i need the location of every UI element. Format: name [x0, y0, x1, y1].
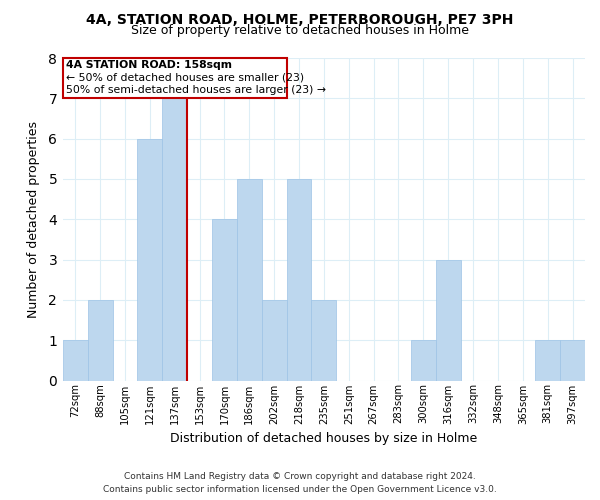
Text: 50% of semi-detached houses are larger (23) →: 50% of semi-detached houses are larger (… [67, 86, 326, 96]
Bar [411, 340, 436, 380]
Bar [137, 138, 162, 380]
Y-axis label: Number of detached properties: Number of detached properties [27, 121, 40, 318]
Bar [212, 220, 237, 380]
Bar [162, 98, 187, 380]
Bar [262, 300, 287, 380]
Text: 4A, STATION ROAD, HOLME, PETERBOROUGH, PE7 3PH: 4A, STATION ROAD, HOLME, PETERBOROUGH, P… [86, 12, 514, 26]
X-axis label: Distribution of detached houses by size in Holme: Distribution of detached houses by size … [170, 432, 478, 445]
Bar [311, 300, 337, 380]
Bar [436, 260, 461, 380]
Bar [237, 179, 262, 380]
Text: 4A STATION ROAD: 158sqm: 4A STATION ROAD: 158sqm [67, 60, 232, 70]
FancyBboxPatch shape [63, 58, 287, 98]
Text: Contains HM Land Registry data © Crown copyright and database right 2024.
Contai: Contains HM Land Registry data © Crown c… [103, 472, 497, 494]
Bar [287, 179, 311, 380]
Bar [535, 340, 560, 380]
Bar [560, 340, 585, 380]
Bar [88, 300, 113, 380]
Text: ← 50% of detached houses are smaller (23): ← 50% of detached houses are smaller (23… [67, 72, 305, 83]
Bar [63, 340, 88, 380]
Text: Size of property relative to detached houses in Holme: Size of property relative to detached ho… [131, 24, 469, 37]
